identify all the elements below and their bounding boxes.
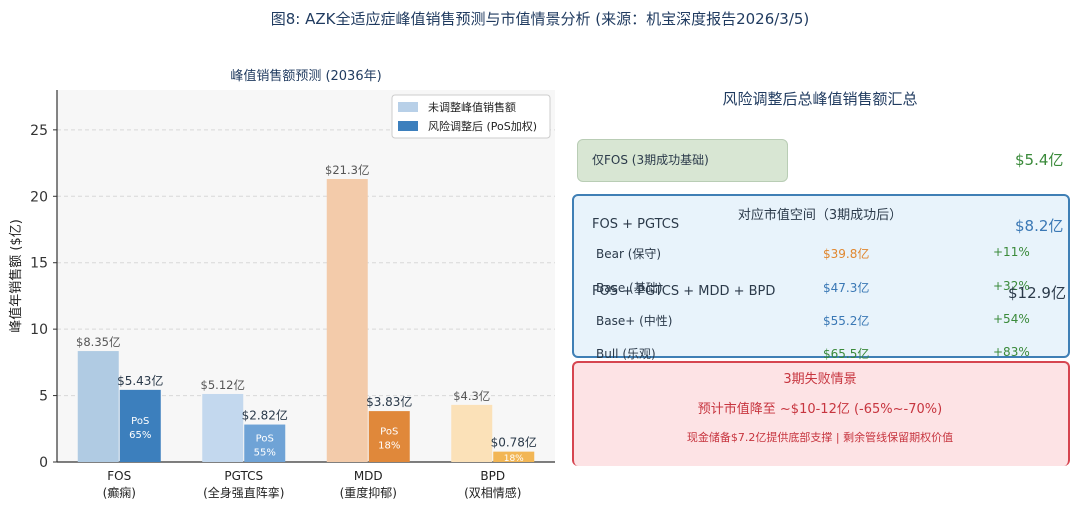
chart-title: 峰值销售额预测 (2036年) [230,68,381,84]
fos-only-box [577,139,788,182]
pos-label: 55% [254,447,276,458]
failure-line2: 现金储备$7.2亿提供底部支撑 | 剩余管线保留期权价值 [686,431,954,444]
fos-all-value: $12.9亿 [1008,284,1066,302]
pos-label: 65% [129,430,151,441]
pos-label: 18% [378,441,400,452]
scenario-market-value: $47.3亿 [823,281,870,295]
legend-label: 风险调整后 (PoS加权) [428,119,537,133]
y-tick-label: 20 [30,189,48,205]
y-tick-label: 10 [30,322,48,338]
pos-label: PoS [380,427,398,438]
x-tick-sublabel: (重度抑郁) [340,485,397,500]
scenario-label: Bull (乐观) [596,347,656,361]
y-tick-label: 5 [39,389,48,405]
bar-value-label: $5.12亿 [201,378,245,392]
bar-risk-adjusted [368,411,410,462]
bar-value-label: $0.78亿 [491,435,537,450]
x-tick-label: MDD [354,469,383,483]
scenario-label: Base+ (中性) [596,314,673,328]
bar-value-label: $2.82亿 [242,408,288,423]
failure-title: 3期失败情景 [783,372,857,387]
fos-all-label: FOS + PGTCS + MDD + BPD [592,284,776,299]
x-tick-label: PGTCS [224,469,263,483]
x-tick-sublabel: (全身强直阵挛) [203,485,284,500]
legend-swatch [398,102,418,112]
bar-unadjusted [326,179,368,462]
bar-value-label: $21.3亿 [325,163,369,177]
failure-scenario-box [572,361,1070,466]
peak-sales-chart: 0 5 10 15 20 25 峰值销售额预测 (2036年) 峰值年销售额 ($亿) $8.3… [8,68,555,500]
y-tick-label: 25 [30,123,48,139]
legend-swatch [398,121,418,131]
scenario-label: Base (基础) [596,281,663,295]
bar-unadjusted [202,393,244,462]
y-tick-label: 15 [30,256,48,272]
fos-pgtcs-label: FOS + PGTCS [592,217,680,232]
market-value-box [572,194,1070,358]
pos-label: PoS [131,416,149,427]
fos-only-label: 仅FOS (3期成功基础) [592,153,709,167]
scenario-change: +54% [993,312,1030,326]
summary-panel: 风险调整后总峰值销售额汇总 仅FOS (3期成功基础) $5.4亿 对应市值空间… [560,0,1080,512]
scenario-market-value: $65.5亿 [823,347,870,361]
scenario-change: +32% [993,279,1030,293]
pos-label: 18% [504,454,524,464]
bar-risk-adjusted [244,424,286,462]
scenario-market-value: $39.8亿 [823,247,870,261]
bar-unadjusted [77,351,119,462]
y-axis-label: 峰值年销售额 ($亿) [8,219,24,333]
x-tick-sublabel: (双相情感) [464,485,521,500]
bar-unadjusted [451,404,493,462]
fos-pgtcs-value: $8.2亿 [1015,217,1064,235]
scenario-change: +83% [993,345,1030,359]
fos-only-value: $5.4亿 [1015,151,1064,169]
market-value-title: 对应市值空间（3期成功后） [737,208,903,223]
pos-label: PoS [256,433,274,444]
bar-value-label: $3.83亿 [366,394,412,409]
bar-risk-adjusted [119,389,161,462]
scenario-change: +11% [993,245,1030,259]
failure-line1: 预计市值降至 ~$10-12亿 (-65%~-70%) [697,402,943,417]
scenario-label: Bear (保守) [596,247,662,261]
y-tick-label: 0 [39,455,48,471]
x-tick-sublabel: (癫痫) [103,485,136,500]
bar-value-label: $8.35亿 [76,335,120,349]
bar-risk-adjusted [493,451,535,462]
bar-value-label: $4.3亿 [453,389,490,403]
legend-label: 未调整峰值销售额 [428,100,516,114]
x-tick-label: FOS [107,469,131,483]
scenario-market-value: $55.2亿 [823,314,870,328]
summary-title: 风险调整后总峰值销售额汇总 [722,90,918,108]
x-tick-label: BPD [480,469,505,483]
legend-box [391,94,551,139]
bar-value-label: $5.43亿 [117,373,163,388]
figure-title: 图8: AZK全适应症峰值销售预测与市值情景分析 (来源：机宝深度报告2026/… [270,10,810,28]
